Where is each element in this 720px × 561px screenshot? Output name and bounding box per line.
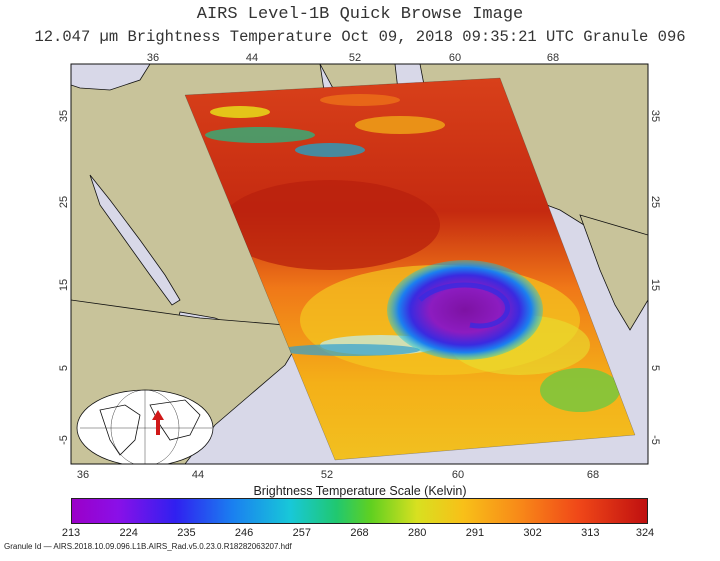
lat-tick-left-1: 35 <box>58 110 70 122</box>
lat-tick-right-1: 35 <box>649 110 661 122</box>
storm-cloud <box>387 260 543 360</box>
colorbar-label-302: 302 <box>523 527 542 539</box>
lon-tick-top-3: 52 <box>349 52 361 64</box>
red-sea <box>89 174 181 306</box>
colorbar-label-324: 324 <box>635 527 655 539</box>
map-frame-content <box>71 64 648 464</box>
lat-tick-right-5: -5 <box>649 435 661 445</box>
colorbar <box>71 498 648 524</box>
lat-tick-right-4: 5 <box>649 365 661 371</box>
lon-tick-top-1: 36 <box>147 52 159 64</box>
granule-id: Granule Id — AIRS.2018.10.09.096.L1B.AIR… <box>4 542 292 551</box>
colorbar-label-291: 291 <box>465 527 485 539</box>
airs-swath <box>185 78 635 460</box>
map-frame-border <box>70 63 649 465</box>
lon-tick-bottom-5: 68 <box>587 469 599 481</box>
mediterranean-sea <box>71 64 151 91</box>
lat-tick-right-3: 15 <box>649 279 661 291</box>
colorbar-label-257: 257 <box>292 527 311 539</box>
colorbar-label-268: 268 <box>350 527 369 539</box>
lat-tick-left-4: 5 <box>58 365 70 371</box>
lat-tick-left-5: -5 <box>58 435 70 445</box>
lon-tick-bottom-1: 36 <box>77 469 89 481</box>
colorbar-label-213: 213 <box>61 527 81 539</box>
inset-globe-icon <box>76 389 214 464</box>
image-subtitle: 12.047 µm Brightness Temperature Oct 09,… <box>34 28 686 46</box>
lat-tick-left-3: 15 <box>58 279 70 291</box>
lon-tick-bottom-4: 60 <box>452 469 464 481</box>
colorbar-label-280: 280 <box>408 527 427 539</box>
land-india <box>579 214 648 331</box>
lon-tick-top-4: 60 <box>449 52 461 64</box>
lon-tick-top-2: 44 <box>246 52 258 64</box>
colorbar-label-224: 224 <box>119 527 138 539</box>
colorbar-title: Brightness Temperature Scale (Kelvin) <box>253 484 467 498</box>
storm-location-arrow-icon <box>152 410 164 435</box>
lon-tick-bottom-2: 44 <box>192 469 204 481</box>
image-title: AIRS Level-1B Quick Browse Image <box>196 5 524 24</box>
colorbar-label-246: 246 <box>234 527 254 539</box>
colorbar-label-313: 313 <box>581 527 600 539</box>
lat-tick-left-2: 25 <box>58 196 70 208</box>
colorbar-label-235: 235 <box>177 527 196 539</box>
lon-tick-top-5: 68 <box>547 52 559 64</box>
lat-tick-right-2: 25 <box>649 196 661 208</box>
lon-tick-bottom-3: 52 <box>321 469 333 481</box>
